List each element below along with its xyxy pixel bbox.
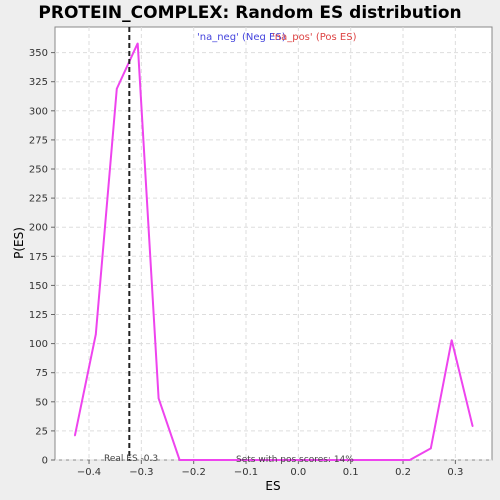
y-tick-label: 50 bbox=[35, 397, 48, 408]
data-point bbox=[74, 434, 76, 437]
y-tick-label: 0 bbox=[42, 456, 48, 467]
data-point bbox=[450, 339, 453, 341]
data-point bbox=[220, 459, 223, 461]
axis-ticks: 0 25 50 75 100 125 150 175 200 225 250 275 300 325 350… bbox=[29, 48, 463, 478]
y-tick-label: 250 bbox=[29, 165, 48, 176]
data-point bbox=[346, 459, 348, 461]
y-tick-label: 200 bbox=[29, 223, 48, 234]
data-point bbox=[178, 459, 181, 461]
y-tick-label: 350 bbox=[29, 48, 48, 59]
data-point bbox=[471, 425, 474, 428]
data-point bbox=[367, 459, 369, 461]
data-point bbox=[262, 459, 265, 461]
real-es-label: Real ES -0.3 bbox=[104, 454, 158, 464]
y-tick-label: 175 bbox=[29, 252, 48, 263]
x-tick-label: 0.3 bbox=[447, 467, 463, 478]
y-axis-label: P(ES) bbox=[12, 227, 26, 259]
data-point bbox=[136, 42, 139, 45]
data-point bbox=[409, 459, 411, 461]
pos-scores-annotation: Sets with pos scores: 14% bbox=[236, 455, 354, 465]
data-point bbox=[429, 447, 432, 450]
y-tick-label: 275 bbox=[29, 135, 48, 146]
legend-pos: 'na_pos' (Pos ES) bbox=[272, 32, 357, 43]
plot-area bbox=[54, 26, 493, 461]
y-tick-label: 100 bbox=[29, 339, 48, 350]
y-tick-label: 300 bbox=[29, 106, 48, 117]
chart-title: PROTEIN_COMPLEX: Random ES distribution bbox=[38, 3, 461, 23]
y-tick-label: 225 bbox=[29, 194, 48, 205]
series-line bbox=[73, 42, 474, 461]
y-tick-label: 25 bbox=[35, 426, 48, 437]
data-point bbox=[241, 459, 244, 461]
data-point bbox=[283, 459, 286, 461]
grid-lines bbox=[55, 27, 492, 461]
legend-neg: 'na_neg' (Neg ES) bbox=[197, 32, 286, 43]
data-point bbox=[115, 87, 118, 90]
x-tick-label: −0.2 bbox=[182, 467, 206, 478]
x-tick-label: −0.4 bbox=[77, 467, 101, 478]
x-tick-label: 0.0 bbox=[290, 467, 306, 478]
data-point bbox=[325, 459, 327, 461]
y-tick-label: 125 bbox=[29, 310, 48, 321]
x-tick-label: 0.2 bbox=[395, 467, 411, 478]
x-tick-label: 0.1 bbox=[343, 467, 359, 478]
series-layer bbox=[73, 42, 474, 461]
data-point bbox=[304, 459, 306, 461]
data-point bbox=[388, 459, 390, 461]
data-point bbox=[199, 459, 202, 461]
y-tick-label: 150 bbox=[29, 281, 48, 292]
y-tick-label: 325 bbox=[29, 77, 48, 88]
data-point bbox=[157, 397, 160, 400]
x-tick-label: −0.3 bbox=[129, 467, 153, 478]
data-point bbox=[95, 333, 97, 336]
y-tick-label: 75 bbox=[35, 368, 48, 379]
x-axis-label: ES bbox=[265, 479, 280, 493]
x-tick-label: −0.1 bbox=[234, 467, 258, 478]
